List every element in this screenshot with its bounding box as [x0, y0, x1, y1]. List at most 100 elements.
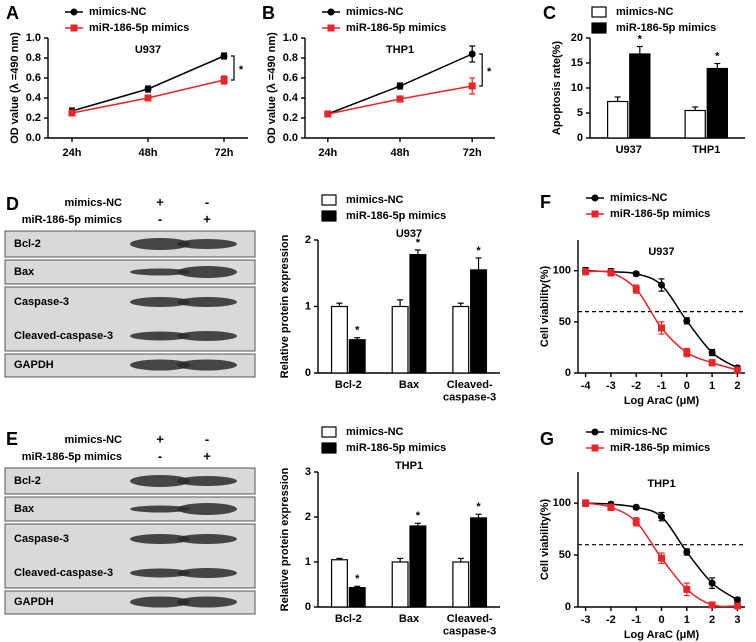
y-tick-label: 0.2	[26, 112, 41, 124]
legend-label: mimics-NC	[346, 426, 404, 438]
condition-label: mimics-NC	[65, 197, 123, 209]
blot-band	[177, 503, 237, 515]
bar	[452, 561, 470, 608]
blot-band	[130, 596, 190, 608]
bar	[452, 305, 470, 374]
point	[632, 285, 640, 293]
x-tick-label: THP1	[692, 144, 720, 156]
band-label: Cleaved-caspase-3	[14, 330, 113, 342]
bar	[391, 305, 409, 374]
legend-marker	[327, 24, 335, 32]
point	[683, 585, 691, 593]
band-label: GAPDH	[14, 359, 54, 371]
x-tick-label: U937	[616, 144, 642, 156]
y-tick-label: 0	[565, 367, 571, 379]
x-tick-label: -3	[581, 614, 591, 626]
legend-marker	[591, 428, 599, 436]
blot-band	[177, 331, 237, 341]
y-tick-label: 0.4	[26, 92, 42, 104]
condition-sign: +	[203, 211, 211, 226]
condition-sign: +	[203, 448, 211, 463]
blot-band	[130, 238, 190, 250]
bar	[470, 269, 488, 374]
band-label: Bcl-2	[14, 475, 41, 487]
condition-sign: -	[205, 194, 209, 209]
significance: *	[355, 573, 360, 585]
y-tick-label: 0.4	[283, 92, 299, 104]
y-tick-label: 0.0	[283, 132, 298, 144]
point	[144, 85, 152, 93]
panel-label: D	[6, 194, 19, 214]
legend-swatch	[321, 442, 337, 454]
y-tick-label: 100	[553, 497, 571, 509]
point	[396, 95, 404, 103]
point	[683, 317, 691, 325]
point	[396, 82, 404, 90]
legend-marker	[327, 8, 335, 16]
significance: *	[355, 325, 360, 337]
y-tick-label: 100	[553, 265, 571, 277]
y-axis-label: Cell viability(%)	[539, 499, 551, 581]
y-tick-label: 0	[305, 367, 311, 379]
legend-label: mimics-NC	[346, 194, 404, 206]
significance: *	[476, 245, 481, 257]
band-label: Bax	[14, 503, 35, 515]
point	[733, 596, 741, 604]
legend-swatch	[321, 426, 337, 438]
y-axis-label: OD value (λ =490 nm)	[9, 32, 21, 144]
y-axis-label: OD value (λ =490 nm)	[266, 32, 278, 144]
x-tick-label: 0	[684, 380, 690, 392]
bar	[409, 254, 427, 374]
legend-label: miR-186-5p mimics	[610, 442, 710, 454]
blot-box	[4, 590, 256, 615]
x-tick-label: Bax	[399, 379, 420, 391]
x-tick-label: 24h	[318, 147, 337, 159]
blot-band	[177, 534, 237, 544]
x-tick-label: -1	[631, 614, 641, 626]
blot-band	[177, 476, 237, 486]
panel-label: E	[6, 429, 18, 449]
point	[632, 518, 640, 526]
y-tick-label: 0.2	[283, 112, 298, 124]
blot-box	[4, 353, 256, 378]
point	[708, 349, 716, 357]
y-tick-label: 0.6	[283, 72, 298, 84]
y-tick-label: 0.8	[26, 52, 41, 64]
y-tick-label: 1	[305, 300, 311, 312]
y-tick-label: 15	[571, 57, 583, 69]
significance: *	[487, 66, 492, 78]
bar	[684, 109, 706, 139]
blot-band	[130, 297, 190, 307]
legend-label: mimics-NC	[346, 6, 404, 18]
legend-marker	[70, 8, 78, 16]
blot-band	[177, 596, 237, 608]
y-tick-label: 50	[559, 316, 571, 328]
legend-label: miR-186-5p mimics	[610, 208, 710, 220]
y-tick-label: 5	[577, 107, 583, 119]
point	[683, 349, 691, 357]
panel-label: G	[540, 429, 554, 449]
legend-swatch	[591, 22, 607, 34]
blot-band	[130, 568, 190, 578]
point	[468, 82, 476, 90]
y-axis-label: Apoptosis rate(%)	[551, 41, 563, 135]
bar	[391, 561, 409, 608]
condition-label: miR-186-5p mimics	[22, 451, 122, 463]
y-axis-label: Cell viability(%)	[539, 266, 551, 348]
legend-marker	[591, 210, 599, 218]
legend-swatch	[591, 6, 607, 18]
blot-band	[177, 297, 237, 307]
x-tick-label: 48h	[139, 147, 158, 159]
legend-label: miR-186-5p mimics	[346, 22, 446, 34]
panel-label: B	[262, 3, 275, 23]
blot-band	[177, 239, 237, 249]
legend-label: mimics-NC	[89, 6, 147, 18]
panel-label: C	[543, 3, 556, 23]
y-tick-label: 0	[577, 132, 583, 144]
blot-band	[130, 475, 190, 487]
bar	[348, 587, 366, 608]
bar	[330, 559, 348, 608]
x-axis-label: Log AraC (μM)	[624, 395, 700, 407]
point	[220, 76, 228, 84]
band-label: Cleaved-caspase-3	[14, 567, 113, 579]
